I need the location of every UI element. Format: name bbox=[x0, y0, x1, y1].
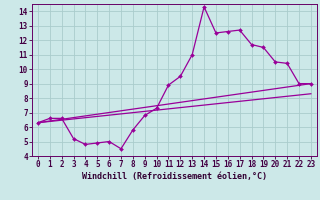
X-axis label: Windchill (Refroidissement éolien,°C): Windchill (Refroidissement éolien,°C) bbox=[82, 172, 267, 181]
